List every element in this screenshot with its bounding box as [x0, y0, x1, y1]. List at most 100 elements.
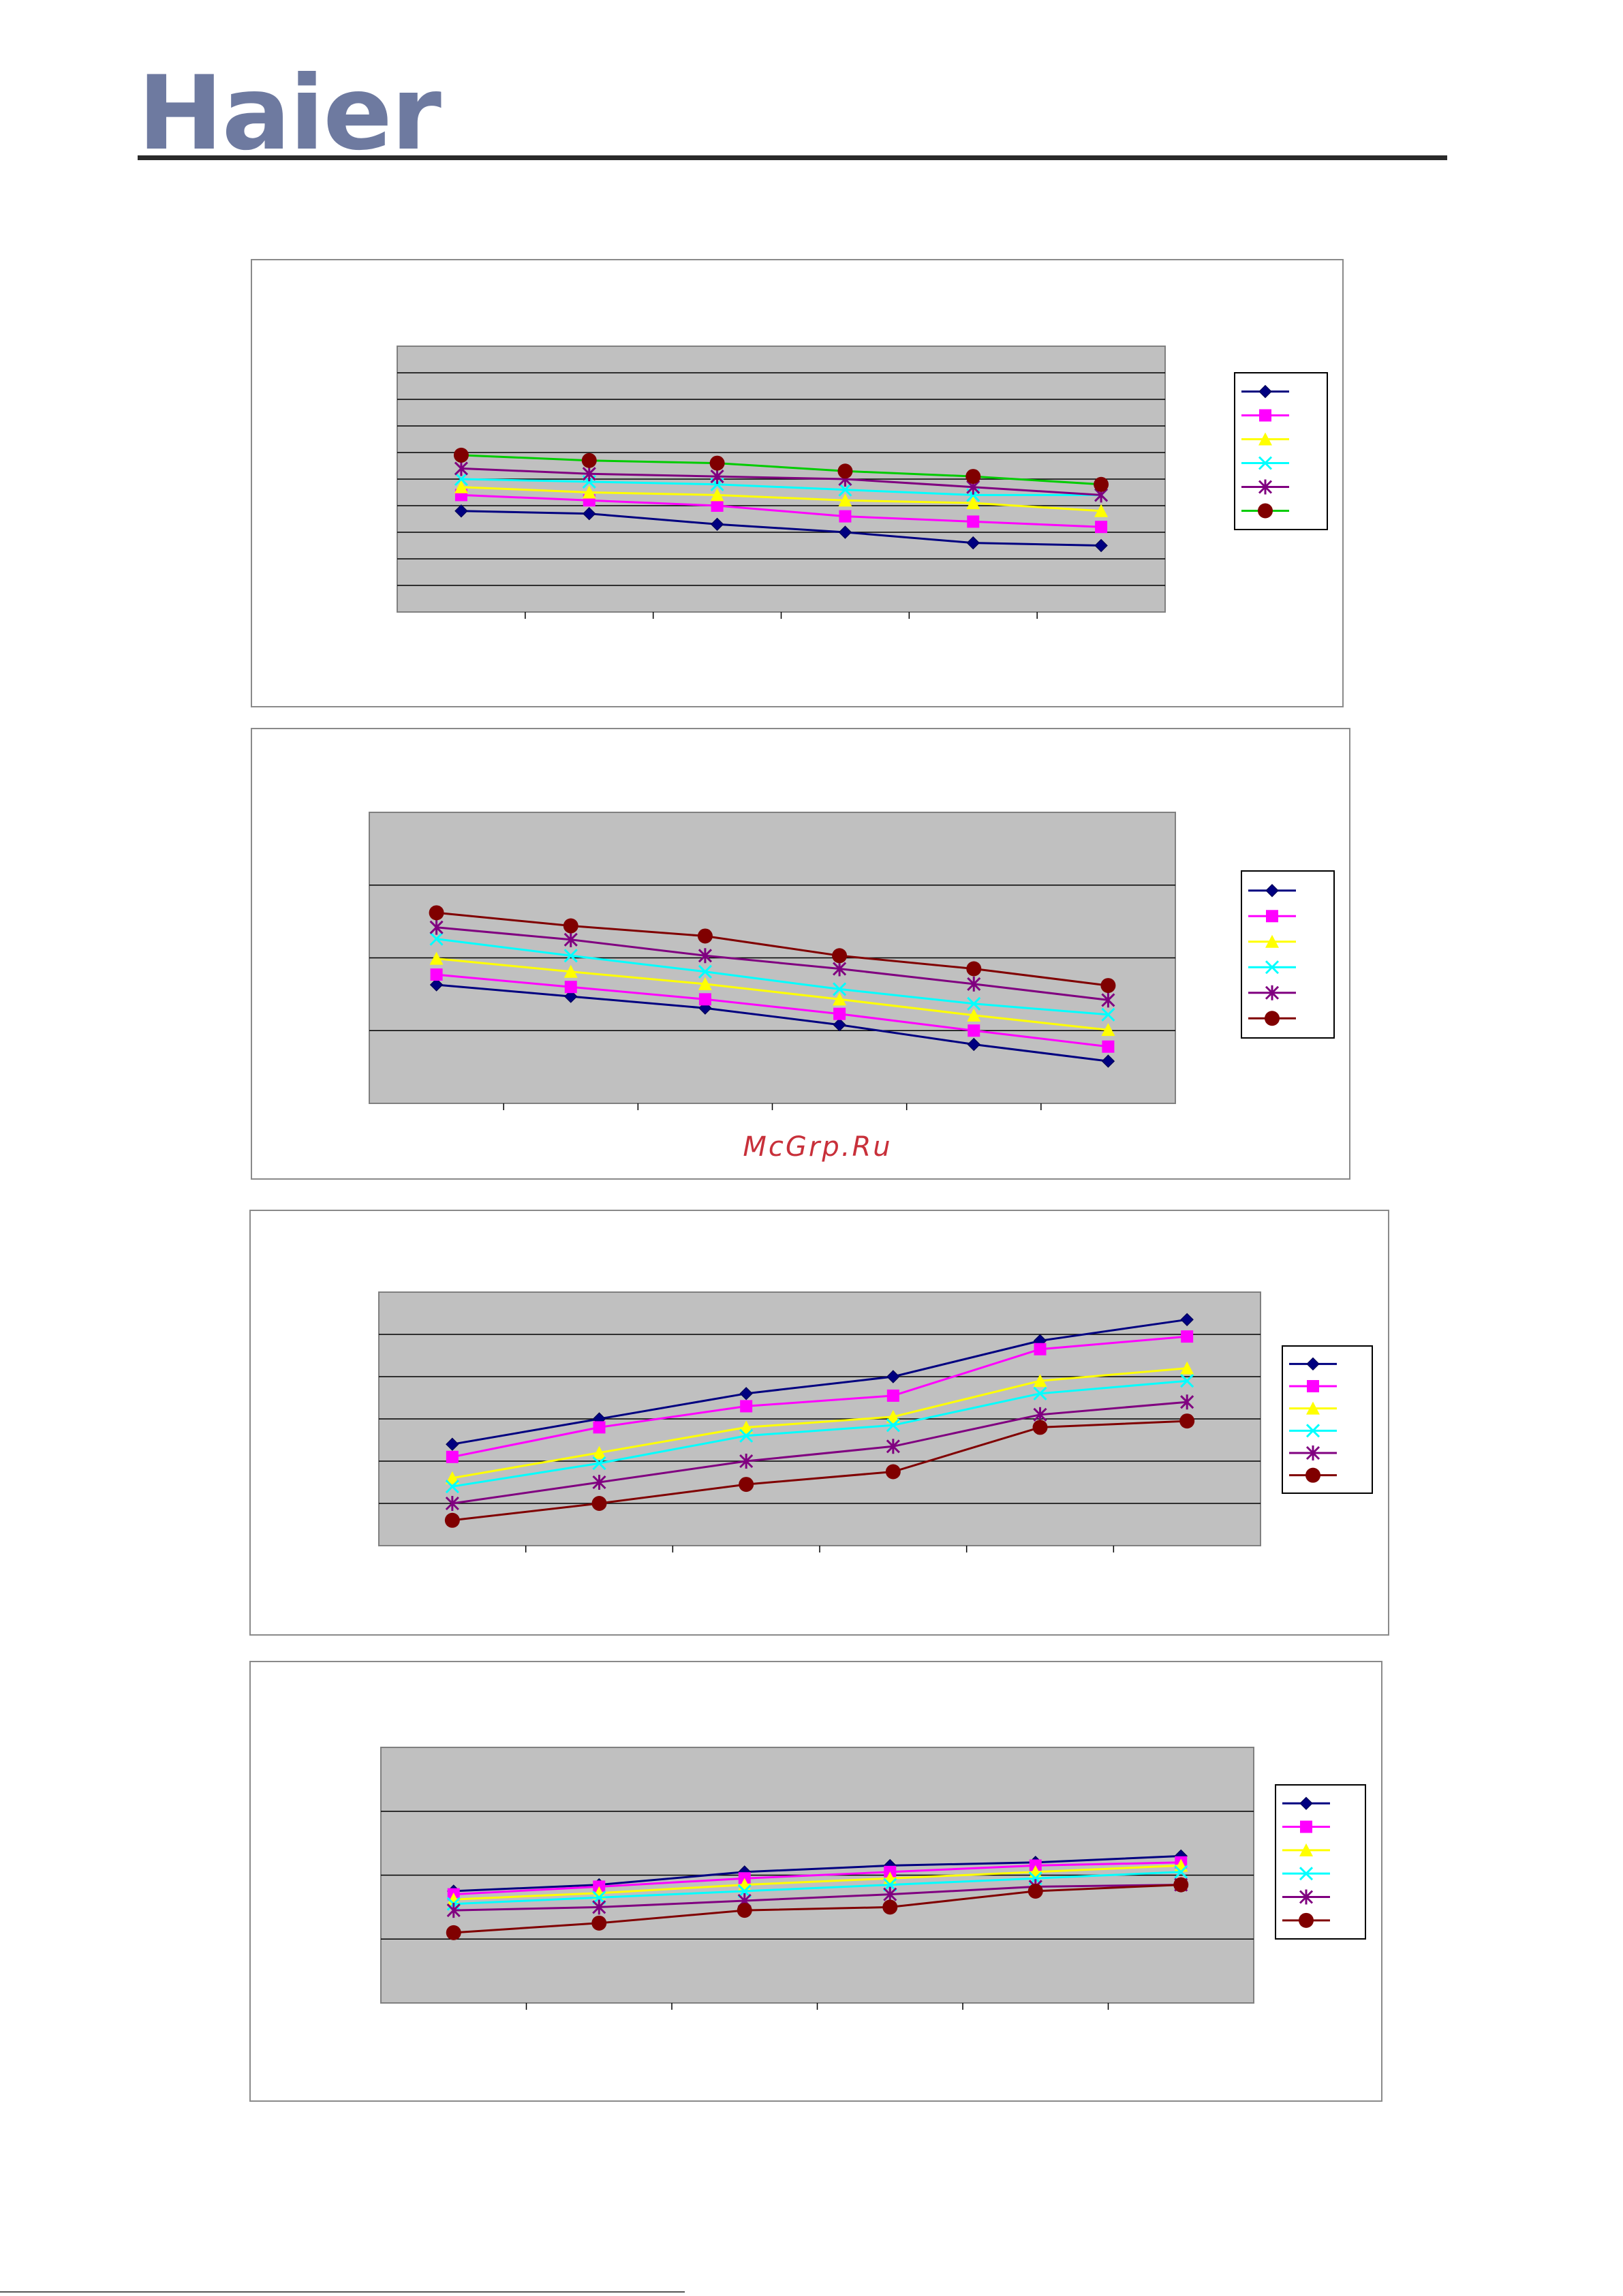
chart-3-series-1-point	[1180, 1313, 1194, 1327]
chart-1-series-6-line	[461, 454, 1102, 486]
chart-1-legend-marker-1	[1258, 384, 1272, 399]
chart-2-series-4-line	[436, 938, 1109, 1016]
chart-4-series-5-point	[592, 1899, 606, 1915]
chart-3-series-5-point	[739, 1454, 754, 1469]
chart-3-series-1-point	[739, 1387, 753, 1400]
chart-3-series-6-point	[885, 1464, 901, 1480]
chart-2-series-6-line	[436, 911, 1109, 987]
chart-3-series-4-point	[445, 1480, 459, 1494]
chart-2-series-5-point	[429, 919, 444, 935]
chart-2-series-4-point	[429, 932, 444, 946]
chart-2-series-2-point	[1102, 1040, 1115, 1053]
chart-4-legend-marker-5	[1299, 1889, 1314, 1905]
chart-4-legend-marker-3	[1299, 1843, 1313, 1856]
chart-2-series-1-point	[1101, 1054, 1115, 1068]
chart-2-series-1-point	[967, 1037, 980, 1052]
chart-1-series-5-point	[582, 466, 596, 482]
brand-logo: Haier	[138, 55, 442, 173]
chart-2-series-5-point	[698, 948, 712, 964]
chart-1-series-6-point	[709, 455, 725, 471]
chart-3-series-1-point	[886, 1370, 900, 1383]
chart-3-series-2-point	[886, 1389, 899, 1402]
chart-2-series-2-line	[436, 973, 1109, 1048]
chart-2-legend-marker-2	[1266, 910, 1278, 923]
chart-1-series-4-point	[838, 483, 852, 497]
chart-1-series-3-point	[838, 493, 852, 507]
chart-3-series-6-point	[739, 1477, 754, 1493]
chart-2-series-2-point	[430, 968, 443, 981]
chart-3-series-6-point	[444, 1512, 460, 1528]
chart-2-series-6-point	[429, 905, 444, 921]
chart-1-series-3-point	[710, 488, 724, 502]
chart-1-legend-marker-2	[1259, 409, 1271, 422]
chart-3-series-1-point	[446, 1437, 459, 1451]
chart-1-series-5-point	[454, 461, 468, 476]
chart-2-series-6-point	[832, 948, 848, 964]
chart-2-series-1-point	[429, 978, 444, 992]
chart-1-series-2-point	[967, 515, 980, 528]
chart-2-legend-marker-3	[1265, 934, 1279, 948]
chart-2-series-6-point	[1100, 978, 1116, 994]
chart-2-series-1-point	[564, 990, 578, 1003]
chart-3-series-4-point	[1180, 1374, 1194, 1388]
chart-4-legend-marker-4	[1299, 1867, 1314, 1881]
chart-3-series-2-line	[452, 1335, 1188, 1458]
chart-1-series-6-point	[965, 469, 981, 485]
chart-1-series-2-point	[839, 510, 852, 523]
chart-1-series-4-point	[454, 472, 468, 487]
watermark: McGrp.Ru	[743, 1131, 893, 1163]
chart-2-legend-marker-6	[1265, 1011, 1280, 1026]
chart-2-series-3-point	[833, 992, 847, 1006]
chart-2-series-1-point	[833, 1018, 846, 1032]
chart-1-series-1-line	[461, 510, 1102, 547]
chart-4-series-6-point	[591, 1915, 607, 1931]
chart-2-series-3-point	[698, 977, 712, 990]
chart-3-series-3-line	[452, 1367, 1188, 1480]
chart-4-series-6-point	[446, 1925, 461, 1940]
chart-1-legend-marker-4	[1258, 456, 1273, 470]
chart-1-series-1-point	[966, 536, 980, 550]
chart-2-series-2-point	[833, 1007, 846, 1020]
chart-2-series-6-point	[966, 961, 982, 977]
chart-3-series-2-point	[593, 1421, 606, 1434]
chart-1-series-6-point	[581, 453, 597, 468]
chart-3-series-5-point	[886, 1439, 900, 1454]
chart-2-series-3-point	[563, 964, 578, 978]
chart-2-series-4-point	[967, 996, 981, 1011]
chart-2-series-2-point	[968, 1024, 980, 1037]
chart-1-series-2-point	[711, 500, 724, 512]
chart-4-legend-marker-6	[1299, 1912, 1314, 1928]
chart-2-series-4-point	[833, 982, 847, 996]
chart-2-series-6-point	[697, 928, 713, 944]
chart-4-series-6-line	[453, 1884, 1181, 1934]
chart-2-series-3-point	[429, 951, 444, 965]
chart-4-series-6-point	[1173, 1877, 1189, 1893]
chart-2-series-2-point	[564, 981, 577, 994]
chart-1-series-1-point	[838, 525, 852, 539]
chart-2-legend-marker-4	[1265, 960, 1280, 975]
chart-3-legend-marker-3	[1306, 1401, 1320, 1415]
chart-1-series-3-point	[966, 496, 980, 510]
chart-1-series-6-point	[453, 447, 469, 463]
chart-2-series-4-point	[563, 949, 578, 963]
chart-4-legend	[1275, 1784, 1366, 1940]
chart-3-legend-marker-2	[1307, 1380, 1319, 1392]
chart-1-series-3-point	[1094, 504, 1109, 517]
chart-2-series-4-point	[698, 964, 712, 979]
chart-3-legend	[1282, 1345, 1373, 1494]
chart-2-series-5-line	[436, 926, 1109, 1001]
chart-3-series-5-point	[1033, 1407, 1047, 1422]
chart-3-legend-marker-6	[1305, 1467, 1320, 1483]
chart-4-series-6-point	[882, 1899, 898, 1915]
chart-3-legend-marker-5	[1305, 1445, 1320, 1460]
chart-4-series-5-line	[453, 1884, 1181, 1912]
chart-3-series-3-point	[445, 1471, 459, 1484]
footer-rule	[0, 2291, 685, 2293]
chart-1-series-5-line	[461, 467, 1102, 496]
chart-3-series-3-point	[592, 1445, 606, 1459]
chart-1-legend-marker-5	[1258, 479, 1273, 495]
chart-4-series-4-line	[453, 1871, 1181, 1905]
chart-3-series-3-point	[1033, 1374, 1047, 1388]
